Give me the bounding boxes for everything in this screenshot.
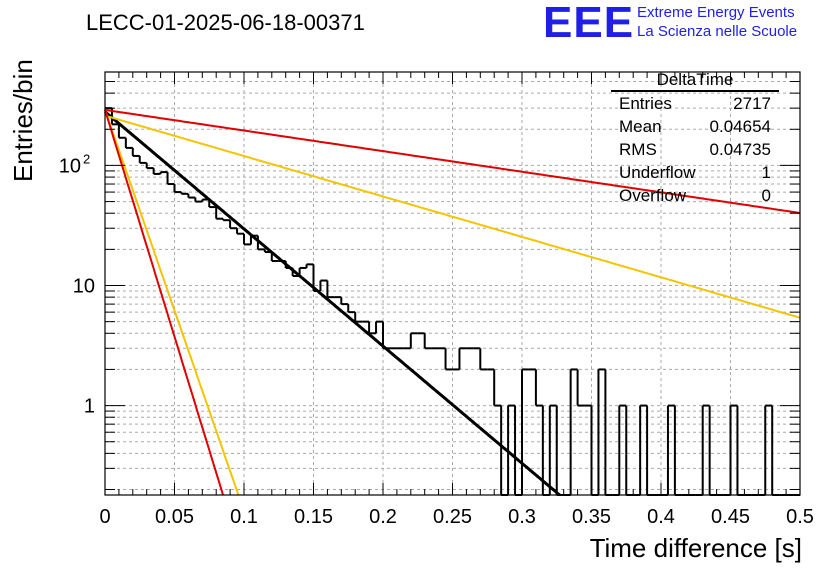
chart-title: LECC-01-2025-06-18-00371 <box>86 10 365 35</box>
stats-box: DeltaTime Entries 2717 Mean 0.04654 RMS … <box>611 70 779 210</box>
axis-ticks <box>104 71 801 495</box>
y-tick-label: 10 <box>73 276 95 298</box>
stats-label: Overflow <box>619 186 687 205</box>
y-tick-label: 10 <box>59 155 81 177</box>
stats-value: 0.04735 <box>709 140 771 159</box>
fit-curve <box>104 110 561 497</box>
stats-label: Mean <box>619 117 662 136</box>
fit-curve <box>104 108 801 214</box>
fit-curve <box>104 109 224 496</box>
x-tick-label: 0.05 <box>155 506 194 528</box>
logo-text-line2: La Scienza nelle Scuole <box>637 23 798 40</box>
x-tick-label: 0 <box>99 506 110 528</box>
x-tick-label: 0.15 <box>294 506 333 528</box>
fit-curve <box>104 109 240 496</box>
x-tick-label: 0.3 <box>508 506 536 528</box>
x-tick-label: 0.5 <box>786 506 814 528</box>
x-tick-label: 0.2 <box>369 506 397 528</box>
stats-value: 2717 <box>733 94 771 113</box>
stats-value: 0.04654 <box>709 117 771 136</box>
eee-logo-mark: EEE <box>543 0 635 47</box>
stats-value: 0 <box>761 186 771 205</box>
y-tick-label-exponent: 2 <box>83 151 90 166</box>
x-tick-label: 0.35 <box>572 506 611 528</box>
x-axis-label: Time difference [s] <box>589 533 802 563</box>
x-tick-label: 0.1 <box>230 506 258 528</box>
y-axis-label: Entries/bin <box>8 59 38 182</box>
stats-value: 1 <box>761 163 771 182</box>
stats-label: Entries <box>619 94 672 113</box>
x-tick-labels: 0 0.05 0.1 0.15 0.2 0.25 0.3 0.35 0.4 0.45 0.5 <box>99 506 813 528</box>
stats-label: Underflow <box>619 163 696 182</box>
x-tick-label: 0.4 <box>647 506 675 528</box>
y-tick-label: 1 <box>84 396 95 418</box>
x-tick-label: 0.45 <box>711 506 750 528</box>
logo-text-line1: Extreme Energy Events <box>637 4 795 21</box>
x-tick-label: 0.25 <box>433 506 472 528</box>
fit-curve <box>104 114 801 319</box>
stats-title: DeltaTime <box>611 70 779 92</box>
stats-label: RMS <box>619 140 657 159</box>
eee-logo: EEE Extreme Energy Events La Scienza nel… <box>543 0 833 47</box>
fit-curves <box>104 108 801 497</box>
